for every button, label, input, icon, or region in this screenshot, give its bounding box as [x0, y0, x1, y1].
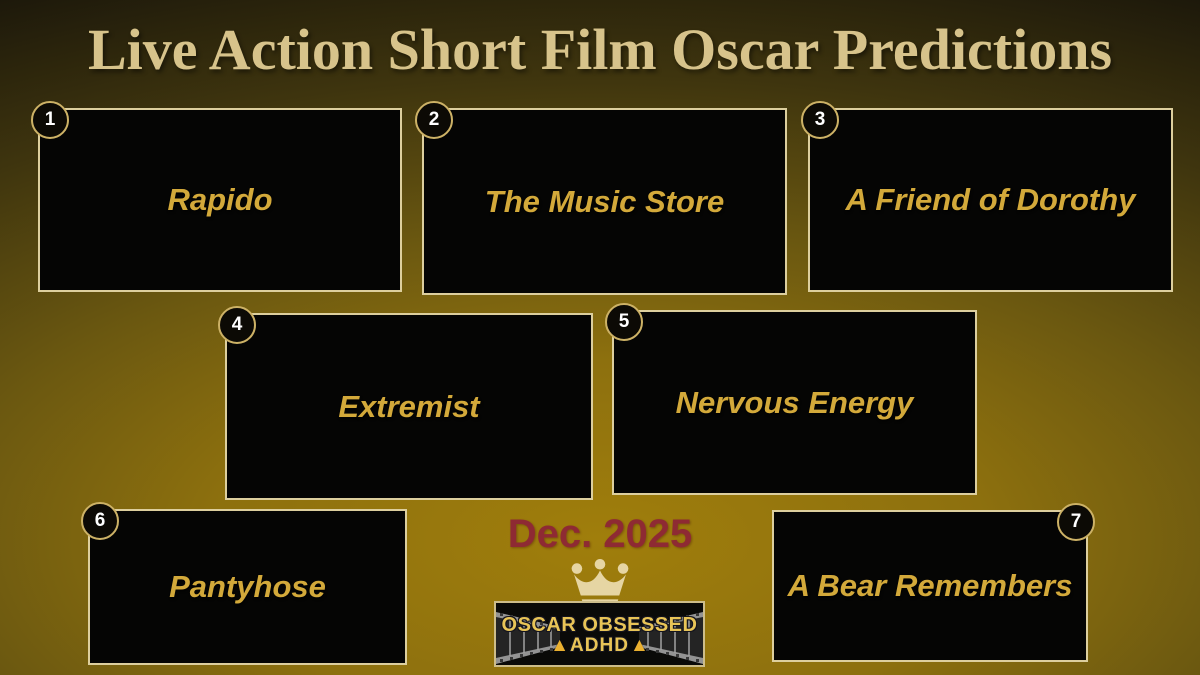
oscar-statuette-icon: ▲ [550, 634, 570, 656]
rank-badge: 3 [801, 101, 839, 139]
rank-badge: 5 [605, 303, 643, 341]
date-label: Dec. 2025 [507, 512, 693, 556]
logo-text: OSCAR OBSESSED ▲ ADHD ▲ [496, 603, 703, 665]
rank-number: 7 [1070, 511, 1082, 532]
logo-line1: OSCAR OBSESSED [501, 613, 698, 636]
logo-adhd-label: ADHD [570, 634, 629, 656]
logo-line2: ▲ ADHD ▲ [550, 636, 649, 655]
film-title: Extremist [338, 388, 480, 424]
rank-badge: 7 [1057, 503, 1095, 541]
rank-badge: 6 [81, 502, 119, 540]
oscar-statuette-icon: ▲ [629, 634, 649, 656]
rank-number: 6 [94, 510, 106, 531]
film-card-2: 2 The Music Store [415, 101, 787, 295]
film-strip-icon [639, 612, 703, 664]
film-title: A Bear Remembers [787, 568, 1073, 603]
rank-number: 4 [231, 314, 243, 335]
rank-badge: 4 [218, 306, 256, 344]
rank-number: 3 [814, 109, 826, 130]
film-title: A Friend of Dorothy [845, 182, 1136, 217]
rank-badge: 1 [31, 101, 69, 139]
film-title: Rapido [167, 182, 273, 217]
rank-number: 2 [428, 109, 440, 130]
film-strip-icon [496, 612, 560, 664]
rank-number: 1 [44, 109, 56, 130]
rank-number: 5 [618, 311, 630, 332]
film-card-7: 7 A Bear Remembers [772, 503, 1095, 662]
film-card-1: 1 Rapido [31, 101, 402, 292]
film-card-4: 4 Extremist [218, 306, 593, 500]
film-card-5: 5 Nervous Energy [605, 303, 977, 495]
film-title: Nervous Energy [675, 384, 914, 420]
oscar-obsessed-adhd-logo: OSCAR OBSESSED ▲ ADHD ▲ [494, 601, 705, 667]
rank-badge: 2 [415, 101, 453, 139]
film-title: The Music Store [484, 183, 725, 219]
film-card-3: 3 A Friend of Dorothy [801, 101, 1173, 292]
film-card-6: 6 Pantyhose [81, 502, 407, 665]
page-title: Live Action Short Film Oscar Predictions [87, 17, 1113, 82]
film-title: Pantyhose [169, 569, 326, 604]
